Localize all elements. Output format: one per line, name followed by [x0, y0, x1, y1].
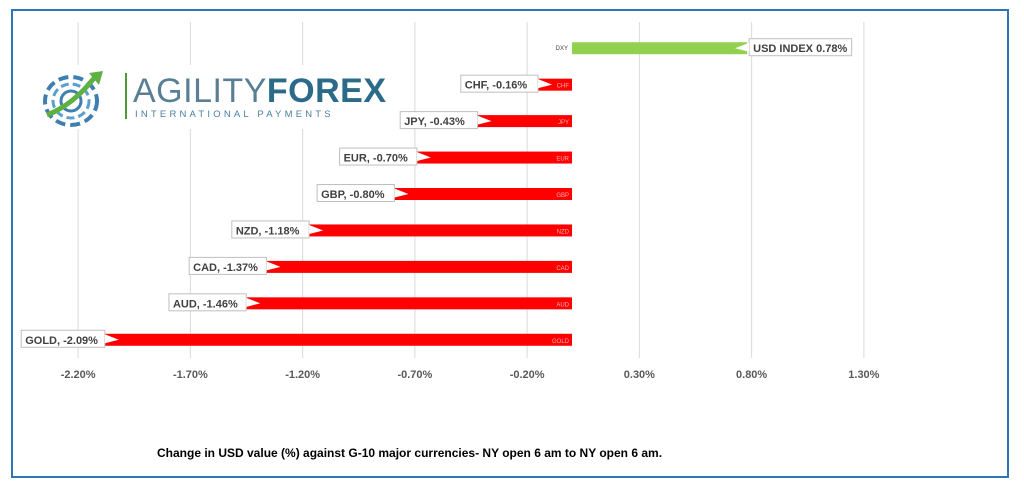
bar [244, 297, 573, 310]
chart-caption: Change in USD value (%) against G-10 maj… [157, 446, 663, 460]
x-tick-label: -1.70% [173, 369, 208, 381]
data-label-pointer [394, 188, 409, 198]
category-label: GBP [556, 193, 569, 199]
data-label: GOLD, -2.09% [25, 335, 98, 347]
category-label: CAD [556, 266, 569, 272]
data-label: EUR, -0.70% [344, 153, 408, 165]
data-label-pointer [309, 224, 324, 234]
data-label-pointer [104, 334, 119, 344]
data-label-callout: AUD, -1.46% [168, 293, 261, 312]
bar [264, 260, 573, 273]
logo-divider [125, 73, 127, 119]
category-label: JPY [558, 120, 569, 126]
data-label: CHF, -0.16% [465, 80, 528, 92]
bars: DXY USD INDEX 0.78% CHF CHF, -0.16% JPY JPY, … [20, 38, 853, 348]
data-label: AUD, -1.46% [173, 298, 238, 310]
bar [475, 115, 573, 128]
bar [536, 78, 573, 91]
data-label-callout: GBP, -0.80% [316, 184, 409, 202]
x-tick-label: -1.20% [285, 369, 320, 381]
data-label-pointer [735, 42, 750, 52]
data-label-callout: EUR, -0.70% [339, 147, 431, 166]
x-axis-ticks: -2.20% -1.70% -1.20% -0.70% -0.20% 0.30% 0.80%… [61, 369, 880, 381]
data-label-callout: CAD, -1.37% [188, 256, 281, 275]
data-label-callout: NZD, -1.18% [231, 220, 324, 239]
category-label: GOLD [552, 339, 570, 345]
globe-arrow-icon [43, 71, 103, 127]
bar [307, 224, 573, 237]
category-label: AUD [556, 302, 569, 308]
data-label-callout: USD INDEX 0.78% [735, 38, 853, 57]
x-tick-label: 0.30% [624, 369, 655, 381]
data-label-pointer [538, 79, 553, 89]
category-label: DXY [556, 46, 568, 52]
bar [392, 188, 573, 200]
x-tick-label: 0.80% [736, 369, 767, 381]
data-label: CAD, -1.37% [193, 262, 258, 274]
data-label-callout: JPY, -0.43% [399, 111, 492, 130]
data-label: GBP, -0.80% [321, 189, 385, 201]
bar [102, 333, 573, 346]
x-tick-label: 1.30% [848, 369, 879, 381]
data-label-callout: GOLD, -2.09% [20, 329, 119, 348]
category-label: NZD [557, 229, 570, 235]
x-tick-label: -0.20% [510, 369, 545, 381]
bar [414, 151, 573, 164]
data-label-pointer [246, 297, 261, 307]
x-tick-label: -2.20% [61, 369, 96, 381]
bar [572, 42, 748, 55]
logo-subtitle: INTERNATIONAL PAYMENTS [135, 109, 334, 120]
data-label: NZD, -1.18% [236, 225, 300, 237]
data-label-pointer [416, 152, 431, 162]
agility-forex-logo: AGILITYFOREX INTERNATIONAL PAYMENTS [33, 65, 386, 129]
data-label-callout: CHF, -0.16% [460, 74, 553, 93]
data-label: JPY, -0.43% [404, 116, 465, 128]
data-label: USD INDEX 0.78% [753, 43, 847, 55]
category-label: CHF [557, 84, 570, 90]
category-label: EUR [556, 157, 569, 163]
logo-wordmark: AGILITYFOREX [133, 72, 387, 110]
data-label-pointer [477, 115, 492, 125]
x-tick-label: -0.70% [397, 369, 432, 381]
data-label-pointer [266, 261, 281, 271]
